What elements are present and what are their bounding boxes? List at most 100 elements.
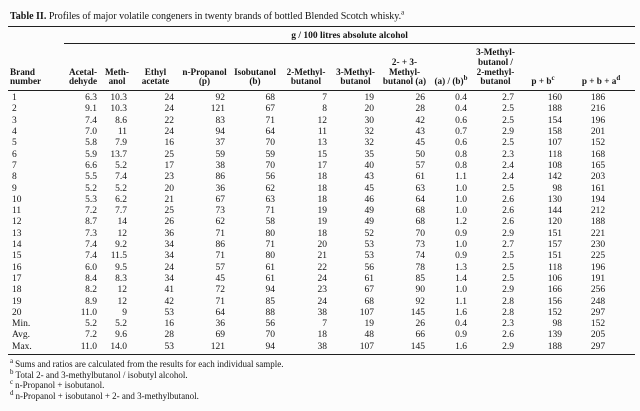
value-cell: 145 [379,341,430,356]
value-cell: 165 [590,160,606,171]
value-cell: 25 [164,206,175,217]
value-cell: 59 [265,149,276,160]
value-cell: 63 [265,194,276,205]
value-cell: 85 [265,296,276,307]
value-cell: 18 [317,172,328,183]
value-cell: 71 [265,240,276,251]
column-header-row: Brand number Acetal- dehyde Meth- anol E… [8,43,636,92]
value-cell: 194 [590,194,606,205]
value-cell: 1.0 [455,183,467,194]
value-cell: 216 [590,104,606,115]
value-cell: 5.2 [115,160,127,171]
brand-number-cell: 17 [12,273,22,284]
value-cell: 196 [590,115,606,126]
table-row: Max. 11.0 14.0 53 121 94 38 107 145 1.6 2.9 188 297 [8,341,636,356]
value-cell: 7 [322,319,327,330]
value-cell: 25 [164,149,175,160]
value-cell: 7.2 [85,206,97,217]
value-cell: 8.2 [85,285,97,296]
value-cell: 26 [415,93,426,104]
value-cell: 41 [164,285,175,296]
value-cell: 49 [364,217,375,228]
table-row: 12 8.7 14 26 62 58 19 49 68 1.2 2.6 120 188 [8,217,635,228]
value-cell: 11.0 [64,341,102,356]
value-cell: 49 [364,206,375,217]
value-cell: 1.0 [455,285,467,296]
value-cell: 144 [547,206,562,217]
value-cell: 64 [265,127,276,138]
value-cell: 2.7 [502,240,514,251]
value-cell: 0.6 [455,138,467,149]
value-cell: 71 [215,251,226,262]
value-cell: 70 [415,228,426,239]
value-cell: 45 [415,138,426,149]
value-cell: 7.4 [115,172,127,183]
value-cell: 161 [590,183,606,194]
value-cell: 71 [265,206,276,217]
brand-number-cell: 4 [12,127,17,138]
value-cell: 71 [215,228,226,239]
value-cell: 1.1 [455,172,467,183]
value-cell: 68 [265,93,276,104]
brand-number-cell: Min. [12,319,31,330]
value-cell: 48 [364,330,375,341]
value-cell: 0.4 [455,319,467,330]
value-cell: 19 [364,93,375,104]
value-cell: 45 [215,273,226,284]
table-row: Avg. 7.2 9.6 28 69 70 18 48 66 0.9 2.6 139 205 [8,330,635,341]
table-row: 16 6.0 9.5 24 57 61 22 56 78 1.3 2.5 118 196 [8,263,635,274]
value-cell: 9.6 [115,330,127,341]
value-cell: 7.0 [85,127,97,138]
value-cell: 22 [164,115,175,126]
value-cell: 196 [590,262,606,273]
value-cell: 61 [415,172,426,183]
value-cell: 191 [590,273,606,284]
value-cell: 24 [317,296,328,307]
brand-number-cell: 6 [12,149,17,160]
value-cell: 14 [117,217,128,228]
value-cell: 42 [415,115,426,126]
value-cell: 2.5 [502,183,514,194]
value-cell: 2.8 [502,296,514,307]
value-cell: 94 [230,341,280,356]
brand-number-cell: 11 [12,206,22,217]
table-row: 17 8.4 8.3 34 45 61 24 61 85 1.4 2.5 106 191 [8,274,635,285]
value-cell: 157 [547,240,562,251]
value-cell: 2.9 [502,127,514,138]
value-cell: 50 [415,149,426,160]
value-cell: 59 [215,149,226,160]
value-cell: 2.9 [502,228,514,239]
value-cell: 8.6 [115,115,127,126]
value-cell: 28 [164,330,175,341]
value-cell: 40 [364,160,375,171]
value-cell: 2.9 [502,285,514,296]
value-cell: 78 [415,262,426,273]
value-cell: 188 [547,104,562,115]
value-cell: 36 [215,319,226,330]
value-cell: 68 [364,296,375,307]
column-header-a-over-b-ratio: (a) / (b)b [430,43,472,92]
value-cell: 156 [547,296,562,307]
value-cell: 83 [215,115,226,126]
value-cell: 0.8 [455,160,467,171]
value-cell: 11 [317,127,327,138]
value-cell: 1.3 [455,262,467,273]
footnote-a: a Sums and ratios are calculated from the… [10,357,284,370]
value-cell: 57 [415,160,426,171]
value-cell: 56 [364,262,375,273]
value-cell: 11 [117,127,127,138]
value-cell: 6.6 [85,160,97,171]
value-cell: 1.0 [455,194,467,205]
value-cell: 256 [590,285,606,296]
table-row: 8 5.5 7.4 23 86 56 18 43 61 1.1 2.4 142 203 [8,172,635,183]
brand-number-cell: 7 [12,160,17,171]
value-cell: 8 [322,104,327,115]
value-cell: 10.3 [110,93,127,104]
value-cell: 0.9 [455,251,467,262]
congener-table: g / 100 litres absolute alcohol Brand nu… [8,27,636,356]
value-cell: 2.3 [502,149,514,160]
table-header: g / 100 litres absolute alcohol Brand nu… [8,27,636,92]
value-cell: 108 [547,160,562,171]
value-cell: 14.0 [102,341,132,356]
